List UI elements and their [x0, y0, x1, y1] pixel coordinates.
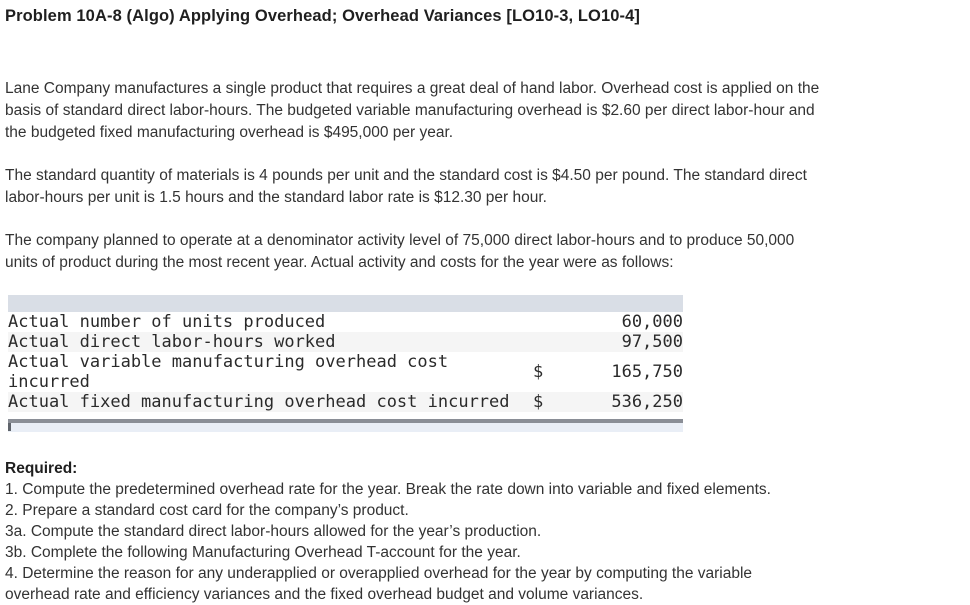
table-header-bar: [8, 295, 683, 312]
scrollbar-edge: [8, 419, 683, 423]
row-currency: $: [533, 392, 544, 412]
required-item-4: 4. Determine the reason for any underapp…: [5, 565, 753, 603]
row-currency: [533, 332, 573, 352]
required-section: Required: 1. Compute the predetermined o…: [5, 458, 960, 605]
required-item-3a: 3a. Compute the standard direct labor-ho…: [5, 523, 542, 540]
required-item-2: 2. Prepare a standard cost card for the …: [5, 502, 409, 519]
row-currency: $: [533, 362, 544, 382]
required-heading: Required:: [5, 460, 78, 477]
problem-description: Lane Company manufactures a single produ…: [5, 78, 960, 274]
table-row: Actual number of units produced 60,000: [8, 312, 683, 332]
intro-paragraph-denominator-activity: The company planned to operate at a deno…: [5, 232, 795, 271]
required-item-1: 1. Compute the predetermined overhead ra…: [5, 481, 771, 498]
table-row: Actual variable manufacturing overhead c…: [8, 352, 683, 392]
required-item-3b: 3b. Complete the following Manufacturing…: [5, 544, 521, 561]
page-title: Problem 10A-8 (Algo) Applying Overhead; …: [5, 7, 640, 25]
intro-paragraph-overhead-basis: Lane Company manufactures a single produ…: [5, 80, 820, 141]
horizontal-scrollbar[interactable]: [8, 419, 683, 432]
row-label: Actual fixed manufacturing overhead cost…: [8, 392, 510, 412]
scrollbar-thumb[interactable]: [8, 423, 11, 431]
actual-activity-table: Actual number of units produced 60,000 A…: [8, 295, 683, 432]
scrollbar-track[interactable]: [8, 423, 683, 432]
actual-costs-table: Actual number of units produced 60,000 A…: [8, 312, 683, 412]
row-value: 536,250: [611, 392, 683, 412]
table-row: Actual direct labor-hours worked 97,500: [8, 332, 683, 352]
row-value: 165,750: [611, 362, 683, 382]
row-currency: [533, 312, 573, 332]
table-row: Actual fixed manufacturing overhead cost…: [8, 392, 683, 412]
row-label: Actual number of units produced: [8, 312, 326, 332]
row-label: Actual variable manufacturing overhead c…: [8, 352, 449, 392]
row-value: 60,000: [621, 312, 683, 332]
row-value: 97,500: [621, 332, 683, 352]
row-label: Actual direct labor-hours worked: [8, 332, 336, 352]
intro-paragraph-standards: The standard quantity of materials is 4 …: [5, 167, 807, 206]
